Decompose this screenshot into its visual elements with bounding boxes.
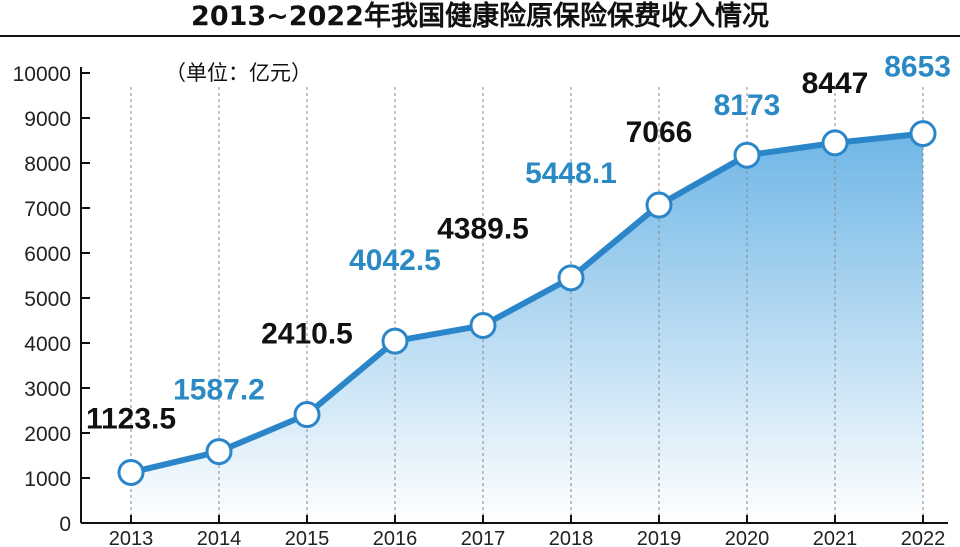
title-rule [0, 35, 960, 37]
y-tick-label: 8000 [24, 153, 71, 176]
data-label-2020: 8173 [714, 89, 781, 122]
line-layer [128, 130, 926, 476]
data-label-2014: 1587.2 [173, 374, 265, 407]
y-tick-label: 4000 [24, 333, 71, 356]
data-label-2018: 5448.1 [525, 157, 617, 190]
data-point-2013 [117, 458, 145, 486]
data-label-2015: 2410.5 [261, 318, 353, 351]
data-point-2022 [909, 120, 937, 148]
chart-title: 2013~2022年我国健康险原保险保费收入情况 [191, 1, 769, 32]
data-label-2019: 7066 [626, 116, 693, 149]
area-layer [131, 133, 923, 524]
y-tick-label: 6000 [24, 243, 71, 266]
data-point-2016 [381, 327, 409, 355]
data-point-2015 [293, 401, 321, 429]
y-tick-label: 5000 [24, 288, 71, 311]
x-tick-label: 2017 [461, 528, 506, 547]
data-label-2016: 4042.5 [349, 244, 441, 277]
x-tick-label: 2021 [813, 528, 858, 547]
data-point-2021 [821, 129, 849, 157]
x-tick-label: 2013 [109, 528, 154, 547]
x-tick-label: 2020 [725, 528, 770, 547]
point-layer [117, 120, 937, 486]
x-tick-label: 2019 [637, 528, 682, 547]
x-tick-label: 2016 [373, 528, 418, 547]
y-tick-label: 10000 [13, 63, 71, 86]
data-label-2017: 4389.5 [437, 212, 529, 245]
y-tick-label: 9000 [24, 108, 71, 131]
y-tick-label: 0 [59, 513, 71, 536]
x-tick-label: 2022 [901, 528, 946, 547]
y-tick-label: 1000 [24, 468, 71, 491]
x-tick-label: 2015 [285, 528, 330, 547]
y-tick-label: 3000 [24, 378, 71, 401]
area-fill [131, 133, 923, 524]
data-label-2013: 1123.5 [86, 402, 176, 435]
data-point-2017 [469, 311, 497, 339]
y-tick-label: 2000 [24, 423, 71, 446]
guide-layer [130, 87, 924, 523]
data-point-2014 [205, 438, 233, 466]
data-label-2022: 8653 [884, 51, 951, 84]
data-label-2021: 8447 [802, 67, 869, 100]
data-point-2019 [645, 191, 673, 219]
x-tick-label: 2014 [197, 528, 242, 547]
series-line [128, 130, 926, 476]
axis-layer: 0 1000 2000 3000 4000 5000 6000 7000 8000 9000 100… [13, 63, 948, 547]
y-tick-label: 7000 [24, 198, 71, 221]
data-point-2020 [733, 141, 761, 169]
unit-label: （单位：亿元） [165, 61, 312, 85]
x-tick-label: 2018 [549, 528, 594, 547]
data-point-2018 [557, 264, 585, 292]
